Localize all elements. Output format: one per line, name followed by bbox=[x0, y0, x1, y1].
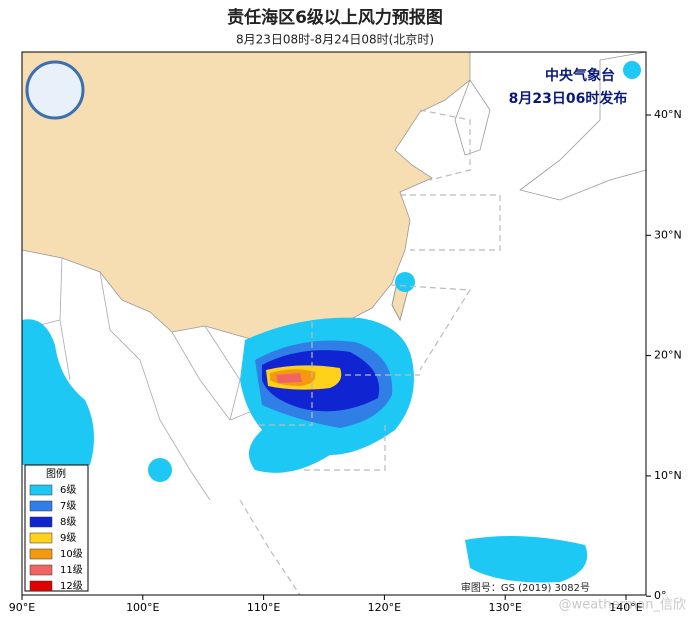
legend-label: 11级 bbox=[60, 564, 83, 576]
issue-time: 8月23日06时发布 bbox=[509, 90, 628, 107]
legend-swatch bbox=[29, 484, 53, 496]
korea-japan bbox=[454, 52, 646, 201]
legend-title: 图例 bbox=[46, 467, 66, 480]
map-body bbox=[22, 52, 646, 595]
legend-label: 8级 bbox=[60, 516, 76, 528]
y-tick-label: 0° bbox=[654, 589, 667, 602]
legend-label: 12级 bbox=[60, 580, 83, 592]
legend: 图例 6级 7级 8级 9级 10级 11级 12级 bbox=[24, 464, 89, 592]
subtitle: 8月23日08时-8月24日08时(北京时) bbox=[236, 33, 434, 47]
watermark: @weatherman_信欣 bbox=[559, 598, 686, 613]
y-tick-label: 40°N bbox=[654, 108, 682, 121]
legend-label: 10级 bbox=[60, 548, 83, 560]
sea-area-boundaries bbox=[239, 109, 501, 595]
legend-label: 7级 bbox=[60, 500, 76, 512]
legend-swatch bbox=[29, 532, 53, 544]
legend-swatch bbox=[29, 500, 53, 512]
y-tick-label: 30°N bbox=[654, 228, 682, 241]
y-tick-label: 10°N bbox=[654, 469, 682, 482]
x-tick-label: 130°E bbox=[488, 601, 521, 614]
legend-swatch bbox=[29, 516, 53, 528]
agency: 中央气象台 bbox=[545, 67, 615, 84]
x-tick-label: 90°E bbox=[9, 601, 35, 614]
legend-swatch bbox=[29, 564, 53, 576]
wind-areas bbox=[22, 61, 641, 583]
legend-label: 9级 bbox=[60, 532, 76, 544]
map-review: 审图号：GS (2019) 3082号 bbox=[461, 581, 590, 594]
legend-label: 6级 bbox=[60, 484, 76, 496]
logo bbox=[25, 60, 85, 120]
title: 责任海区6级以上风力预报图 bbox=[227, 7, 443, 28]
x-tick-label: 100°E bbox=[126, 601, 159, 614]
x-tick-label: 120°E bbox=[368, 601, 401, 614]
legend-swatch bbox=[29, 548, 53, 560]
map-frame bbox=[21, 51, 647, 596]
x-tick-label: 110°E bbox=[247, 601, 280, 614]
china-land bbox=[22, 52, 471, 343]
x-tick-label: 140°E bbox=[609, 601, 642, 614]
country-borders bbox=[22, 257, 256, 501]
y-tick-label: 20°N bbox=[654, 349, 682, 362]
legend-swatch bbox=[29, 580, 53, 592]
